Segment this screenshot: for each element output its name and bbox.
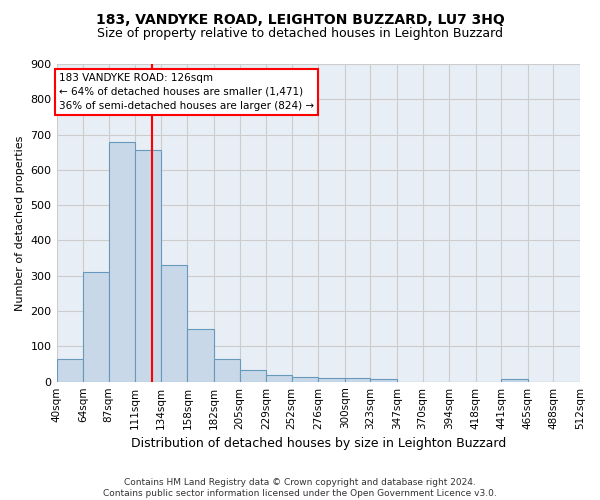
Bar (214, 360, 239, 382)
Bar (266, 374, 292, 382)
Bar (109, 142, 135, 382)
Bar (56, 360, 83, 382)
Bar (370, 379, 397, 382)
Bar (83, 272, 109, 382)
Bar (187, 328, 214, 382)
X-axis label: Distribution of detached houses by size in Leighton Buzzard: Distribution of detached houses by size … (131, 437, 506, 450)
Bar (292, 378, 318, 382)
Text: 183, VANDYKE ROAD, LEIGHTON BUZZARD, LU7 3HQ: 183, VANDYKE ROAD, LEIGHTON BUZZARD, LU7… (95, 12, 505, 26)
Bar (501, 379, 528, 382)
Bar (318, 378, 345, 382)
Bar (135, 150, 161, 382)
Bar (345, 378, 370, 382)
Text: 183 VANDYKE ROAD: 126sqm
← 64% of detached houses are smaller (1,471)
36% of sem: 183 VANDYKE ROAD: 126sqm ← 64% of detach… (59, 73, 314, 111)
Text: Contains HM Land Registry data © Crown copyright and database right 2024.
Contai: Contains HM Land Registry data © Crown c… (103, 478, 497, 498)
Bar (239, 370, 266, 382)
Bar (161, 265, 187, 382)
Text: Size of property relative to detached houses in Leighton Buzzard: Size of property relative to detached ho… (97, 28, 503, 40)
Y-axis label: Number of detached properties: Number of detached properties (15, 135, 25, 310)
